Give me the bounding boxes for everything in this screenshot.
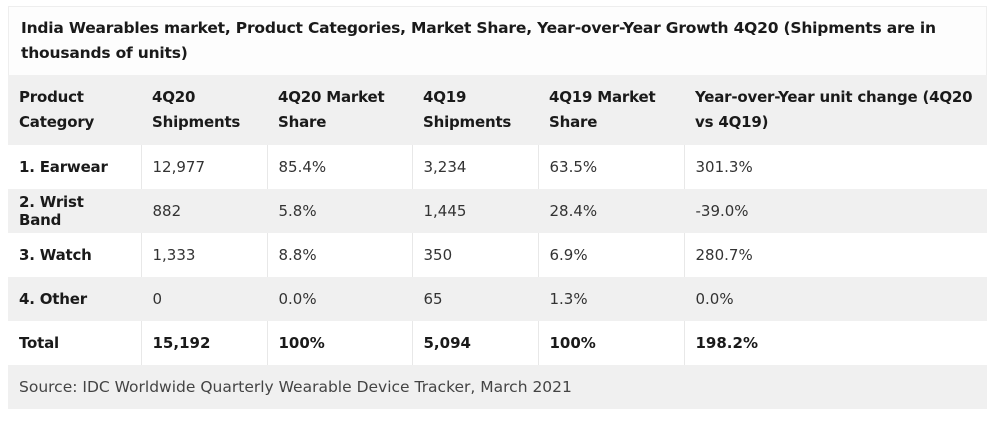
cell-category: 4. Other — [8, 277, 142, 321]
cell-4q20-market-share: 5.8% — [267, 189, 413, 233]
cell-4q19-market-share: 1.3% — [538, 277, 685, 321]
cell-yoy-change: 0.0% — [684, 277, 987, 321]
cell-category: 2. Wrist Band — [8, 189, 142, 233]
table-row: 3. Watch 1,333 8.8% 350 6.9% 280.7% — [8, 233, 987, 277]
header-4q19-shipments: 4Q19 Shipments — [412, 75, 538, 145]
header-4q19-market-share: 4Q19 Market Share — [538, 75, 684, 145]
table-row: 4. Other 0 0.0% 65 1.3% 0.0% — [8, 277, 987, 321]
header-row: Product Category 4Q20 Shipments 4Q20 Mar… — [8, 75, 987, 145]
header-product-category: Product Category — [8, 75, 141, 145]
cell-category: 3. Watch — [8, 233, 142, 277]
table-caption: India Wearables market, Product Categori… — [8, 6, 987, 75]
cell-4q20-market-share: 0.0% — [267, 277, 413, 321]
cell-4q20-market-share: 8.8% — [267, 233, 413, 277]
cell-4q19-shipments: 350 — [412, 233, 539, 277]
cell-total-4q20-market-share: 100% — [267, 321, 413, 365]
cell-4q20-shipments: 12,977 — [141, 145, 268, 189]
cell-yoy-change: 301.3% — [684, 145, 987, 189]
source-row: Source: IDC Worldwide Quarterly Wearable… — [8, 365, 987, 409]
wearables-table-container: India Wearables market, Product Categori… — [8, 6, 987, 409]
source-note: Source: IDC Worldwide Quarterly Wearable… — [8, 365, 987, 409]
cell-4q20-shipments: 0 — [141, 277, 268, 321]
cell-total-4q19-market-share: 100% — [538, 321, 685, 365]
cell-4q19-market-share: 28.4% — [538, 189, 685, 233]
cell-total-label: Total — [8, 321, 142, 365]
cell-4q20-shipments: 882 — [141, 189, 268, 233]
cell-4q20-shipments: 1,333 — [141, 233, 268, 277]
cell-yoy-change: -39.0% — [684, 189, 987, 233]
cell-total-4q20-shipments: 15,192 — [141, 321, 268, 365]
cell-4q19-shipments: 65 — [412, 277, 539, 321]
header-4q20-shipments: 4Q20 Shipments — [141, 75, 267, 145]
cell-category: 1. Earwear — [8, 145, 142, 189]
cell-4q19-market-share: 63.5% — [538, 145, 685, 189]
cell-total-yoy-change: 198.2% — [684, 321, 987, 365]
wearables-market-table: India Wearables market, Product Categori… — [8, 6, 987, 409]
cell-4q19-shipments: 1,445 — [412, 189, 539, 233]
cell-4q19-market-share: 6.9% — [538, 233, 685, 277]
total-row: Total 15,192 100% 5,094 100% 198.2% — [8, 321, 987, 365]
table-row: 1. Earwear 12,977 85.4% 3,234 63.5% 301.… — [8, 145, 987, 189]
table-row: 2. Wrist Band 882 5.8% 1,445 28.4% -39.0… — [8, 189, 987, 233]
header-4q20-market-share: 4Q20 Market Share — [267, 75, 412, 145]
cell-total-4q19-shipments: 5,094 — [412, 321, 539, 365]
cell-yoy-change: 280.7% — [684, 233, 987, 277]
cell-4q20-market-share: 85.4% — [267, 145, 413, 189]
cell-4q19-shipments: 3,234 — [412, 145, 539, 189]
header-yoy-change: Year-over-Year unit change (4Q20 vs 4Q19… — [684, 75, 987, 145]
